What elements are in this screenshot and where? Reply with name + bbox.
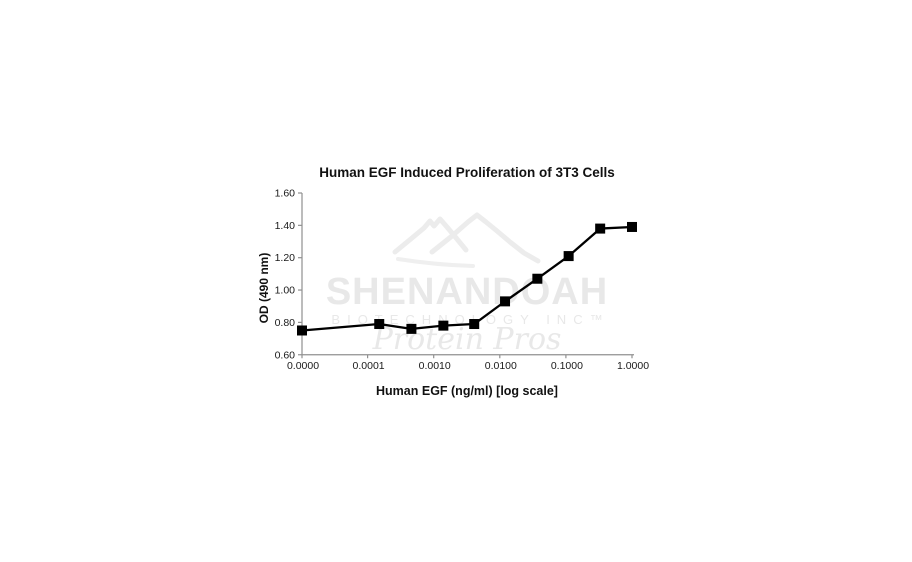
data-point-marker: [297, 325, 307, 336]
data-point-marker: [374, 319, 385, 330]
data-point-marker: [532, 273, 543, 284]
watermark-subtext: BIOTECHNOLOGY INC™: [331, 312, 610, 327]
data-point-marker: [500, 296, 511, 307]
watermark-brand-text: SHENANDOAH: [325, 271, 609, 313]
data-point-marker: [406, 323, 417, 334]
x-tick-label: 0.0001: [353, 360, 385, 372]
y-tick-label: 0.60: [275, 349, 296, 361]
trend-line: [301, 225, 633, 332]
y-tick-label: 1.60: [275, 188, 296, 200]
x-tick-label: 0.0000: [287, 360, 319, 372]
x-tick-label: 1.0000: [617, 360, 649, 372]
x-axis-label: Human EGF (ng/ml) [log scale]: [376, 384, 558, 398]
x-tick-label: 0.0100: [485, 360, 517, 372]
x-tick-label: 0.1000: [551, 360, 583, 372]
y-tick-label: 0.80: [275, 317, 296, 329]
data-point-marker: [469, 319, 480, 330]
data-point-marker: [627, 221, 637, 232]
mountain-logo-icon: [392, 212, 541, 268]
data-point-marker: [438, 320, 449, 331]
y-tick-label: 1.00: [275, 285, 296, 297]
data-point-marker: [563, 251, 574, 262]
y-tick-label: 1.20: [275, 252, 296, 264]
chart-title: Human EGF Induced Proliferation of 3T3 C…: [319, 165, 615, 180]
x-tick-label: 0.0010: [419, 360, 451, 372]
y-tick-label: 1.40: [275, 220, 296, 232]
data-point-marker: [595, 223, 606, 234]
